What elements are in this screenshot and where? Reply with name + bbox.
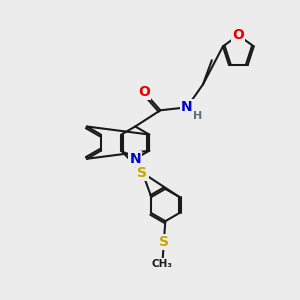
Text: CH₃: CH₃ xyxy=(152,259,173,269)
Text: H: H xyxy=(194,111,202,121)
Text: O: O xyxy=(232,28,244,42)
Text: S: S xyxy=(159,236,169,249)
Text: N: N xyxy=(181,100,193,114)
Text: N: N xyxy=(130,152,141,166)
Text: S: S xyxy=(137,166,148,180)
Text: O: O xyxy=(138,85,150,99)
